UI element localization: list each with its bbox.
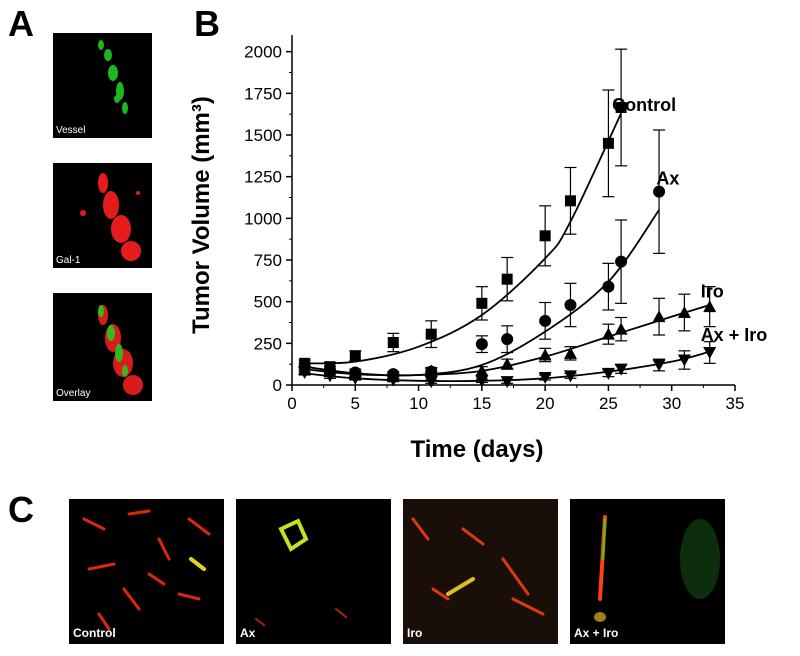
x-tick-label: 10 [409,394,428,413]
iro-stain-graphic [411,517,545,616]
fit-line-3 [304,350,710,383]
triangle-up-marker [652,310,666,323]
square-marker [501,273,513,285]
chart-markers [298,102,717,389]
y-tick-label: 2000 [244,43,282,62]
panel-a-vessel-image: Vessel [53,33,152,138]
x-tick-label: 15 [472,394,491,413]
ax-stain-graphic [255,518,347,626]
y-tick-label: 1250 [244,168,282,187]
y-tick-label: 0 [273,376,282,395]
triangle-down-marker [348,372,362,385]
fit-line-0 [304,112,622,365]
series-name-label: Ax [656,168,679,188]
y-tick-label: 1500 [244,126,282,145]
y-tick-label: 1000 [244,209,282,228]
circle-marker [501,333,514,346]
triangle-up-marker [601,327,615,340]
square-marker [602,137,614,149]
circle-marker [539,314,552,327]
series-name-label: Control [612,95,676,115]
x-tick-label: 35 [726,394,745,413]
x-tick-label: 30 [662,394,681,413]
panel-c-control-label: Control [73,626,116,640]
x-tick-label: 25 [599,394,618,413]
circle-marker [653,185,666,198]
panel-a-gal1-image: Gal-1 [53,163,152,268]
triangle-down-marker [538,372,552,384]
circle-marker [615,255,628,268]
vessel-stain-graphic [98,40,128,114]
x-tick-label: 0 [287,394,296,413]
panel-label-a: A [8,3,34,44]
triangle-up-marker [563,346,577,359]
panel-c-iro-label: Iro [407,626,423,640]
square-marker [615,102,627,113]
series-name-label: Ax + Iro [701,325,768,345]
triangle-down-marker [652,359,666,372]
gal1-stain-graphic [80,173,141,261]
triangle-down-marker [475,375,489,388]
square-marker [349,350,361,362]
series-name-label: Iro [701,282,724,302]
x-tick-label: 20 [536,394,555,413]
triangle-down-marker [677,354,691,367]
panel-c-iro-image: Iro [403,499,558,644]
panel-a-gal1-label: Gal-1 [56,255,81,266]
panel-c-axiro-image: Ax + Iro [570,499,725,644]
triangle-down-marker [424,376,438,389]
triangle-down-marker [323,370,337,383]
y-tick-label: 750 [254,251,282,270]
axiro-stain-graphic [594,515,720,622]
fit-line-2 [304,304,710,377]
tumor-volume-chart: 0 250 500 750 1000 1250 1500 1750 2000 0 5 10 15 20 25… [188,35,767,463]
chart-axes: 0 250 500 750 1000 1250 1500 1750 2000 0 5 10 15 20 25… [244,35,744,413]
panel-label-c: C [8,489,34,530]
x-axis-label: Time (days) [411,436,544,463]
triangle-up-marker [677,306,691,318]
triangle-down-marker [703,347,717,359]
y-tick-label: 1750 [244,84,282,103]
triangle-down-marker [563,370,577,383]
panel-a-vessel-label: Vessel [56,125,86,136]
circle-marker [475,338,488,351]
y-tick-label: 500 [254,293,282,312]
square-marker [425,328,437,340]
triangle-down-marker [298,367,312,379]
overlay-stain-graphic [98,305,143,395]
panel-c-control-image: Control [69,499,224,644]
panel-c-ax-image: Ax [236,499,391,644]
triangle-up-marker [424,364,438,377]
square-marker [539,230,551,242]
panel-a-overlay-image: Overlay [53,293,152,401]
triangle-up-marker [538,348,552,361]
triangle-up-marker [500,357,514,370]
x-tick-label: 5 [351,394,360,413]
square-marker [476,297,488,309]
triangle-up-marker [703,300,717,313]
triangle-up-marker [614,322,628,335]
triangle-down-marker [614,363,628,376]
panel-a-overlay-label: Overlay [56,388,91,399]
square-marker [564,195,576,207]
square-marker [387,337,399,348]
triangle-up-marker [475,364,489,377]
triangle-down-marker [500,376,514,389]
chart-series-names: Control Ax Iro Ax + Iro [612,95,767,345]
panel-c-ax-label: Ax [240,626,256,640]
y-axis-label: Tumor Volume (mm³) [188,96,215,334]
circle-marker [564,299,577,311]
triangle-down-marker [601,367,615,380]
triangle-down-marker [386,374,400,387]
panel-c-axiro-label: Ax + Iro [574,626,619,640]
control-stain-graphic [82,509,211,631]
panel-label-b: B [194,3,220,44]
circle-marker [602,280,615,293]
y-tick-label: 250 [254,334,282,353]
